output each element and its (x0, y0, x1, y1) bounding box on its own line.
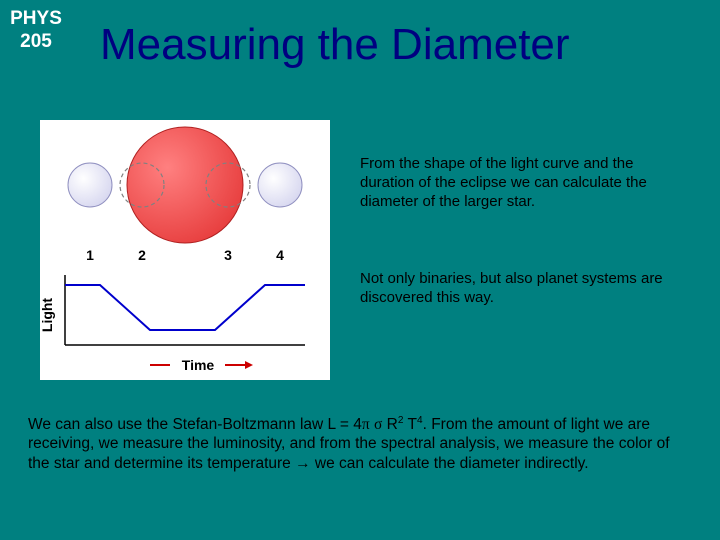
bottom-paragraph: We can also use the Stefan-Boltzmann law… (28, 415, 693, 473)
bottom-t: T (403, 416, 417, 433)
diagram-svg: 1 2 3 4 Light Time (40, 120, 330, 380)
bottom-mid: R (382, 416, 398, 433)
paragraph-2: Not only binaries, but also planet syste… (360, 270, 690, 308)
svg-text:2: 2 (138, 247, 146, 263)
svg-text:1: 1 (86, 247, 94, 263)
course-code: PHYS (10, 8, 62, 29)
arrow-symbol: → (295, 455, 311, 472)
bottom-pre: We can also use the Stefan-Boltzmann law… (28, 416, 362, 433)
svg-text:Light: Light (40, 298, 55, 333)
paragraph-1: From the shape of the light curve and th… (360, 155, 690, 211)
svg-text:3: 3 (224, 247, 232, 263)
svg-text:4: 4 (276, 247, 284, 263)
eclipse-diagram: 1 2 3 4 Light Time (40, 120, 330, 380)
svg-text:Time: Time (182, 357, 215, 373)
page-title: Measuring the Diameter (100, 20, 570, 70)
course-label: PHYS 205 (6, 8, 66, 54)
course-number: 205 (20, 31, 52, 52)
bottom-end: we can calculate the diameter indirectly… (311, 455, 589, 472)
pi-symbol: π (362, 416, 370, 433)
